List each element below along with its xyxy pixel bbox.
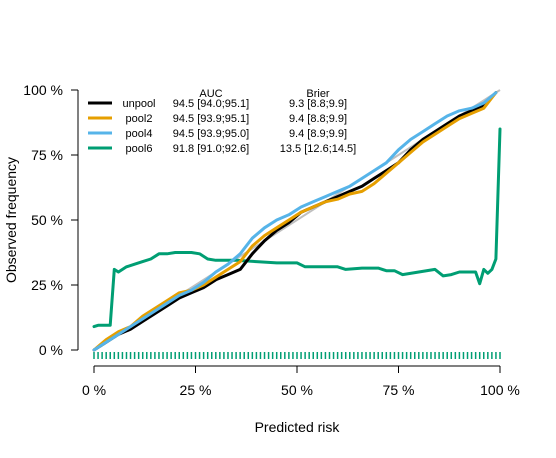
legend-brier-value: 9.3 [8.8;9.9] xyxy=(289,98,347,110)
series-line-pool6 xyxy=(92,127,502,329)
y-tick-label: 75 % xyxy=(31,147,63,163)
legend-series-name: pool4 xyxy=(126,128,153,140)
legend-brier-header: Brier xyxy=(306,88,330,100)
legend-auc-header: AUC xyxy=(199,88,222,100)
legend-brier-value: 9.4 [8.9;9.9] xyxy=(289,128,347,140)
y-tick-label: 50 % xyxy=(31,212,63,228)
x-axis: 0 % 25 % 50 % 75 % 100 % xyxy=(82,365,520,398)
legend-auc-value: 94.5 [94.0;95.1] xyxy=(173,98,249,110)
legend-series-name: pool6 xyxy=(126,143,153,155)
legend-brier-value: 13.5 [12.6;14.5] xyxy=(280,143,356,155)
legend-brier-value: 9.4 [8.8;9.9] xyxy=(289,113,347,125)
x-tick-label: 25 % xyxy=(180,382,212,398)
legend-auc-value: 91.8 [91.0;92.6] xyxy=(173,143,249,155)
legend: AUC Brier unpool 94.5 [94.0;95.1] 9.3 [8.8… xyxy=(88,88,356,155)
x-axis-title: Predicted risk xyxy=(255,419,341,435)
x-tick-label: 0 % xyxy=(82,382,106,398)
plot-area xyxy=(92,89,502,352)
x-tick-label: 75 % xyxy=(383,382,415,398)
series-line-pool4 xyxy=(92,91,498,352)
y-tick-label: 25 % xyxy=(31,277,63,293)
y-axis: 0 % 25 % 50 % 75 % 100 % xyxy=(23,82,79,358)
y-axis-title: Observed frequency xyxy=(3,157,19,283)
series-line-pool2 xyxy=(92,91,498,352)
risk-rug xyxy=(93,352,501,359)
y-tick-label: 0 % xyxy=(39,342,63,358)
y-tick-label: 100 % xyxy=(23,82,63,98)
x-tick-label: 50 % xyxy=(281,382,313,398)
legend-series-name: unpool xyxy=(122,98,155,110)
legend-auc-value: 94.5 [93.9;95.1] xyxy=(173,113,249,125)
legend-series-name: pool2 xyxy=(126,113,153,125)
x-tick-label: 100 % xyxy=(480,382,520,398)
legend-auc-value: 94.5 [93.9;95.0] xyxy=(173,128,249,140)
